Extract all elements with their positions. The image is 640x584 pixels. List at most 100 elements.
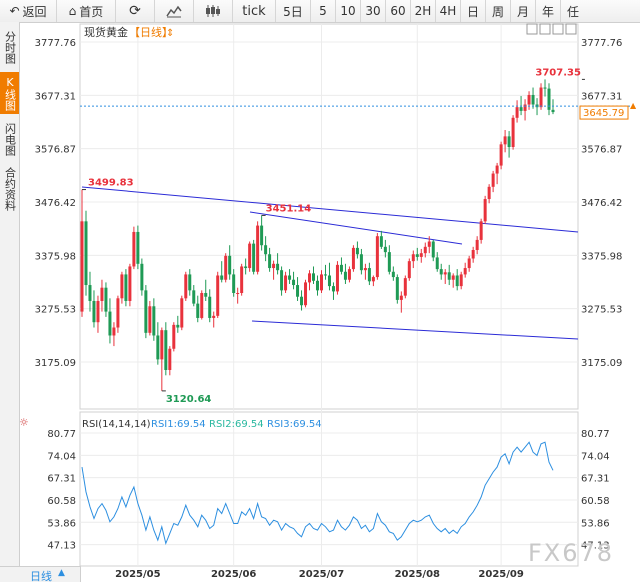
period-60[interactable]: 60 bbox=[386, 0, 411, 22]
period-custom[interactable]: 任 bbox=[561, 0, 585, 22]
y-tick-label: 3275.53 bbox=[581, 305, 622, 316]
candle-body bbox=[435, 257, 439, 270]
candle-body bbox=[343, 271, 347, 280]
period-10[interactable]: 10 bbox=[336, 0, 361, 22]
high-price-label: 3499.83 bbox=[88, 178, 134, 189]
sidebar-item-timeshare[interactable]: 分时图 bbox=[0, 26, 19, 68]
high-price-label: 3451.14 bbox=[266, 203, 312, 214]
candle-body bbox=[236, 293, 240, 295]
candle-body bbox=[439, 269, 443, 275]
candle-body bbox=[411, 254, 415, 262]
refresh-button[interactable]: ⟳ bbox=[116, 0, 155, 22]
period-label: 5 bbox=[319, 4, 327, 18]
candle-body bbox=[152, 306, 156, 336]
candle-body bbox=[156, 335, 160, 360]
candle-body bbox=[200, 293, 204, 318]
home-button[interactable]: ⌂ 首页 bbox=[57, 0, 116, 22]
y-tick-label: 3275.53 bbox=[35, 305, 76, 316]
candle-body bbox=[463, 268, 467, 275]
back-button[interactable]: ↶ 返回 bbox=[0, 0, 57, 22]
y-tick-label: 3777.76 bbox=[35, 38, 76, 49]
indicator-icon[interactable] bbox=[552, 23, 564, 35]
y-tick-label: 3677.31 bbox=[581, 91, 622, 102]
candle-body bbox=[447, 272, 451, 280]
candlestick-button[interactable] bbox=[194, 0, 233, 22]
rsi3-value: RSI3:69.54 bbox=[267, 419, 322, 430]
candle-body bbox=[140, 263, 144, 291]
candle-body bbox=[168, 348, 172, 370]
close-panel-icon[interactable] bbox=[565, 23, 577, 35]
candle-body bbox=[192, 290, 196, 304]
rsi-tick-label: 80.77 bbox=[581, 429, 610, 440]
home-label: 首页 bbox=[79, 4, 104, 19]
rsi-tick-label: 74.04 bbox=[581, 451, 610, 462]
zoom-in-icon[interactable] bbox=[526, 23, 538, 35]
period-selector-label: 日线 bbox=[30, 570, 52, 583]
line-chart-icon bbox=[166, 5, 182, 18]
trendline-mid bbox=[249, 211, 463, 245]
tick-button[interactable]: tick bbox=[233, 0, 276, 22]
candle-body bbox=[331, 286, 335, 292]
period-5[interactable]: 5 bbox=[311, 0, 336, 22]
candle-body bbox=[363, 268, 367, 271]
layout-icon[interactable] bbox=[539, 23, 551, 35]
period-2h[interactable]: 2H bbox=[411, 0, 436, 22]
candle-body bbox=[80, 221, 84, 312]
candle-body bbox=[120, 274, 124, 299]
period-label: 任 bbox=[566, 4, 579, 19]
period-month[interactable]: 月 bbox=[511, 0, 536, 22]
candle-body bbox=[280, 270, 284, 291]
period-label: 4H bbox=[439, 4, 457, 18]
trendline-lower bbox=[251, 320, 579, 340]
candlestick-icon bbox=[206, 5, 220, 17]
candle-body bbox=[212, 315, 216, 318]
sidebar-item-kline[interactable]: K线图 bbox=[0, 72, 19, 114]
line-chart-button[interactable] bbox=[155, 0, 194, 22]
candle-body bbox=[471, 250, 475, 259]
candle-body bbox=[260, 225, 264, 246]
period-4h[interactable]: 4H bbox=[436, 0, 461, 22]
x-tick-label: 2025/09 bbox=[478, 569, 523, 580]
sidebar-item-label: 闪电图 bbox=[3, 122, 17, 156]
candle-body bbox=[188, 274, 192, 291]
rsi-tick-label: 47.13 bbox=[581, 541, 610, 552]
y-tick-label: 3476.42 bbox=[35, 198, 76, 209]
sidebar-item-flash[interactable]: 闪电图 bbox=[0, 118, 19, 160]
sidebar-item-contract[interactable]: 合约资料 bbox=[0, 162, 19, 216]
candle-body bbox=[415, 254, 419, 257]
period-30[interactable]: 30 bbox=[361, 0, 386, 22]
candle-body bbox=[543, 87, 547, 89]
trendline-upper bbox=[81, 186, 579, 233]
period-label: 日 bbox=[466, 4, 479, 19]
candle-body bbox=[136, 231, 140, 264]
candle-body bbox=[232, 274, 236, 294]
candle-body bbox=[327, 275, 331, 287]
home-icon: ⌂ bbox=[68, 4, 77, 18]
candle-body bbox=[316, 280, 319, 291]
candle-body bbox=[503, 136, 507, 145]
candle-body bbox=[196, 303, 200, 318]
candle-body bbox=[84, 221, 88, 286]
candle-body bbox=[403, 278, 407, 296]
period-selector[interactable]: 日线 ▲ bbox=[0, 566, 81, 583]
x-tick-label: 2025/08 bbox=[395, 569, 440, 580]
settings-icon[interactable]: ☼ bbox=[19, 416, 29, 429]
candle-body bbox=[355, 247, 359, 255]
rsi-tick-label: 60.58 bbox=[47, 496, 76, 507]
x-tick-label: 2025/06 bbox=[211, 569, 256, 580]
period-year[interactable]: 年 bbox=[536, 0, 561, 22]
candle-body bbox=[539, 87, 543, 108]
candle-body bbox=[112, 327, 116, 336]
candle-body bbox=[296, 285, 300, 297]
candle-body bbox=[319, 274, 323, 291]
period-label: 周 bbox=[491, 4, 504, 19]
candle-body bbox=[395, 277, 399, 300]
candle-body bbox=[507, 136, 511, 147]
period-day[interactable]: 日 bbox=[461, 0, 486, 22]
period-week[interactable]: 周 bbox=[486, 0, 511, 22]
period-label: 5日 bbox=[283, 4, 303, 19]
candle-body bbox=[483, 199, 487, 222]
tick-label: tick bbox=[242, 3, 266, 19]
period-5d[interactable]: 5日 bbox=[276, 0, 311, 22]
period-tag-arrow-icon[interactable]: ⇕ bbox=[166, 28, 174, 39]
